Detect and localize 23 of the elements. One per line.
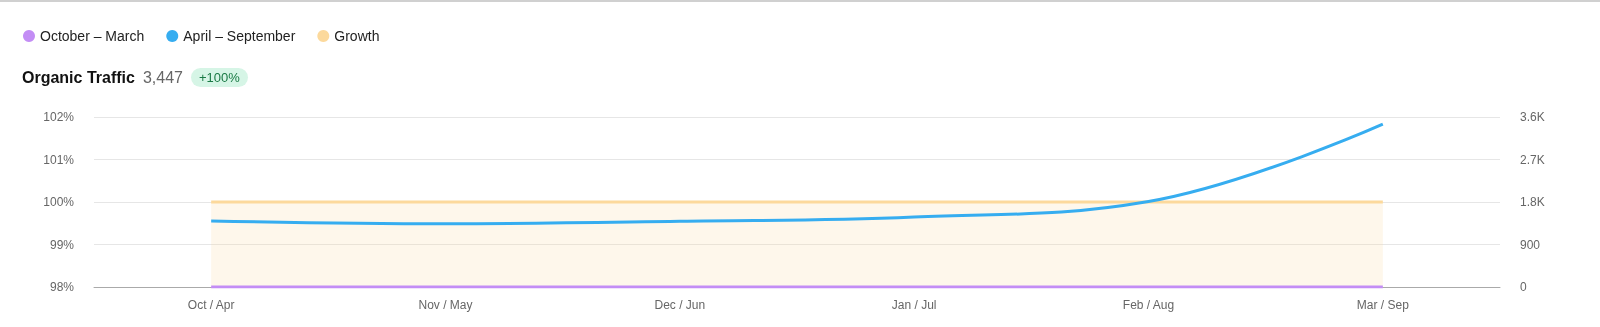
x-tick-label: Nov / May <box>418 298 473 312</box>
chart-subtitle: 3,447 <box>142 68 183 87</box>
x-tick-label: Feb / Aug <box>1122 298 1175 312</box>
y2-tick-label: 0 <box>1520 280 1527 294</box>
text: +100% <box>190 68 248 87</box>
y-tick-label: 98% <box>49 280 75 294</box>
x-tick-label: Oct / Apr <box>187 298 235 312</box>
chart-title: Organic Traffic <box>22 68 135 87</box>
y2-tick-label: 2.7K <box>1520 152 1545 167</box>
y-tick-label: 101% <box>43 152 75 167</box>
y2-tick-label: 900 <box>1520 237 1541 252</box>
legend-label: April – September <box>183 28 296 44</box>
x-tick-label: Mar / Sep <box>1356 298 1410 312</box>
y2-tick-label: 3.6K <box>1520 110 1545 124</box>
y-tick-label: 102% <box>43 110 75 124</box>
y-tick-label: 100% <box>43 195 75 209</box>
line-series <box>209 122 1385 226</box>
legend-label: October – March <box>40 28 145 44</box>
y-tick-label: 99% <box>49 237 75 252</box>
x-tick-label: Jan / Jul <box>891 298 937 312</box>
legend-label: Growth <box>334 28 380 44</box>
y2-tick-label: 1.8K <box>1520 195 1545 209</box>
x-tick-label: Dec / Jun <box>654 298 706 312</box>
